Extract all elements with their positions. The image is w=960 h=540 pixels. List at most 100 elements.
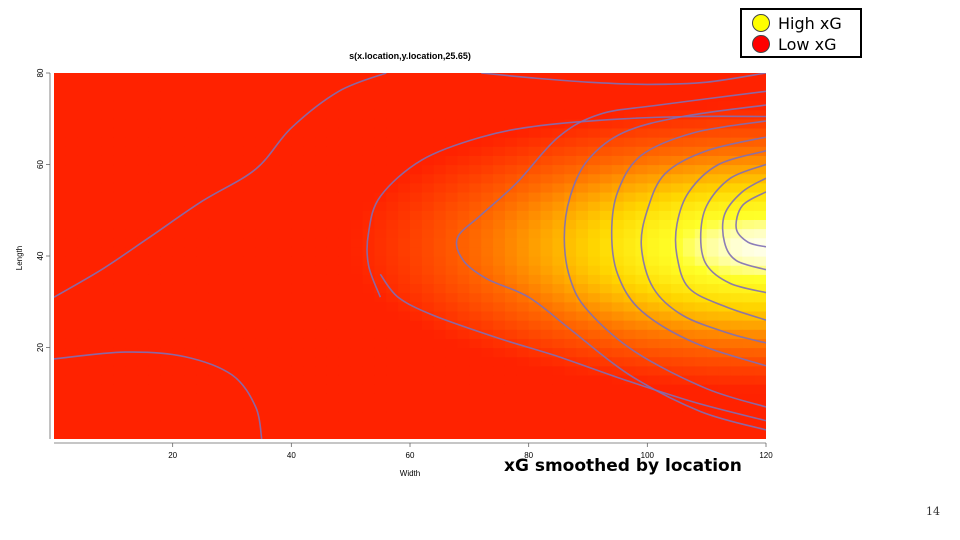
heatmap-cell [350, 420, 364, 431]
heatmap-cell [77, 146, 91, 156]
heatmap-cell [243, 365, 257, 376]
heatmap-cell [730, 173, 743, 184]
heatmap-cell [267, 384, 281, 394]
heatmap-cell [410, 374, 423, 385]
heatmap-cell [647, 256, 660, 266]
heatmap-cell [445, 210, 459, 220]
heatmap-cell [101, 118, 114, 129]
heatmap-cell [730, 164, 743, 175]
heatmap-cell [659, 109, 672, 120]
heatmap-cell [303, 127, 316, 138]
heatmap-cell [576, 338, 589, 349]
heatmap-cell [611, 420, 625, 431]
heatmap-cell [54, 338, 67, 349]
heatmap-cell [754, 237, 766, 248]
heatmap-cell [659, 100, 672, 111]
heatmap-cell [599, 374, 613, 385]
heatmap-cell [255, 246, 269, 257]
heatmap-cell [184, 210, 197, 220]
heatmap-cell [267, 374, 281, 385]
heatmap-cell [232, 320, 245, 330]
heatmap-cell [611, 338, 625, 349]
heatmap-cell [386, 347, 399, 358]
heatmap-cell [291, 182, 304, 193]
heatmap-cell [148, 210, 162, 220]
heatmap-cell [445, 191, 459, 202]
heatmap-cell [232, 384, 245, 394]
heatmap-cell [208, 411, 221, 422]
heatmap-cell [350, 118, 364, 129]
heatmap-cell [635, 429, 648, 439]
heatmap-cell [160, 292, 174, 303]
heatmap-cell [89, 347, 103, 358]
heatmap-cell [362, 146, 375, 156]
heatmap-cell [635, 411, 648, 422]
heatmap-cell [528, 420, 542, 431]
heatmap-cell [647, 164, 660, 175]
heatmap-cell [410, 347, 423, 358]
heatmap-cell [279, 155, 292, 166]
heatmap-cell [682, 118, 696, 129]
heatmap-cell [540, 173, 553, 184]
heatmap-cell [718, 228, 731, 239]
heatmap-cell [137, 228, 150, 239]
heatmap-cell [647, 210, 660, 220]
heatmap-cell [279, 219, 292, 230]
heatmap-cell [291, 310, 304, 321]
heatmap-cell [137, 210, 150, 220]
heatmap-cell [148, 127, 162, 138]
heatmap-cell [647, 237, 660, 248]
heatmap-cell [196, 91, 209, 102]
heatmap-cell [196, 146, 209, 156]
heatmap-cell [243, 201, 257, 211]
heatmap-cell [671, 201, 684, 211]
heatmap-cell [54, 201, 67, 211]
heatmap-cell [232, 228, 245, 239]
heatmap-cell [410, 146, 423, 156]
heatmap-cell [742, 256, 755, 266]
heatmap-cell [267, 173, 281, 184]
heatmap-cell [243, 283, 257, 294]
heatmap-cell [160, 329, 174, 339]
heatmap-cell [635, 301, 648, 312]
heatmap-cell [671, 118, 684, 129]
heatmap-cell [267, 411, 281, 422]
heatmap-cell [457, 73, 470, 83]
heatmap-cell [125, 246, 138, 257]
heatmap-cell [303, 164, 316, 175]
heatmap-cell [350, 393, 364, 403]
heatmap-cell [635, 91, 648, 102]
heatmap-cell [196, 265, 209, 275]
legend-label-low: Low xG [778, 34, 837, 54]
heatmap-cell [754, 210, 766, 220]
heatmap-cell [742, 301, 755, 312]
heatmap-cell [457, 219, 470, 230]
heatmap-cell [481, 210, 494, 220]
heatmap-cell [362, 365, 375, 376]
heatmap-cell [374, 393, 387, 403]
heatmap-cell [706, 173, 720, 184]
heatmap-cell [196, 246, 209, 257]
heatmap-cell [564, 182, 577, 193]
heatmap-cell [208, 402, 221, 413]
heatmap-cell [504, 73, 518, 83]
heatmap-cell [588, 219, 601, 230]
heatmap-cell [730, 182, 743, 193]
heatmap-cell [243, 164, 257, 175]
heatmap-cell [445, 274, 459, 285]
heatmap-cell [326, 283, 340, 294]
heatmap-cell [706, 429, 720, 439]
heatmap-cell [599, 109, 613, 120]
heatmap-cell [410, 356, 423, 367]
heatmap-cell [742, 374, 755, 385]
heatmap-cell [398, 374, 411, 385]
heatmap-cell [326, 118, 340, 129]
heatmap-cell [184, 109, 197, 120]
heatmap-cell [338, 256, 352, 266]
heatmap-cell [576, 182, 589, 193]
heatmap-cell [516, 137, 530, 147]
heatmap-cell [469, 91, 482, 102]
heatmap-cell [504, 246, 518, 257]
heatmap-cell [65, 219, 79, 230]
heatmap-cell [101, 374, 114, 385]
